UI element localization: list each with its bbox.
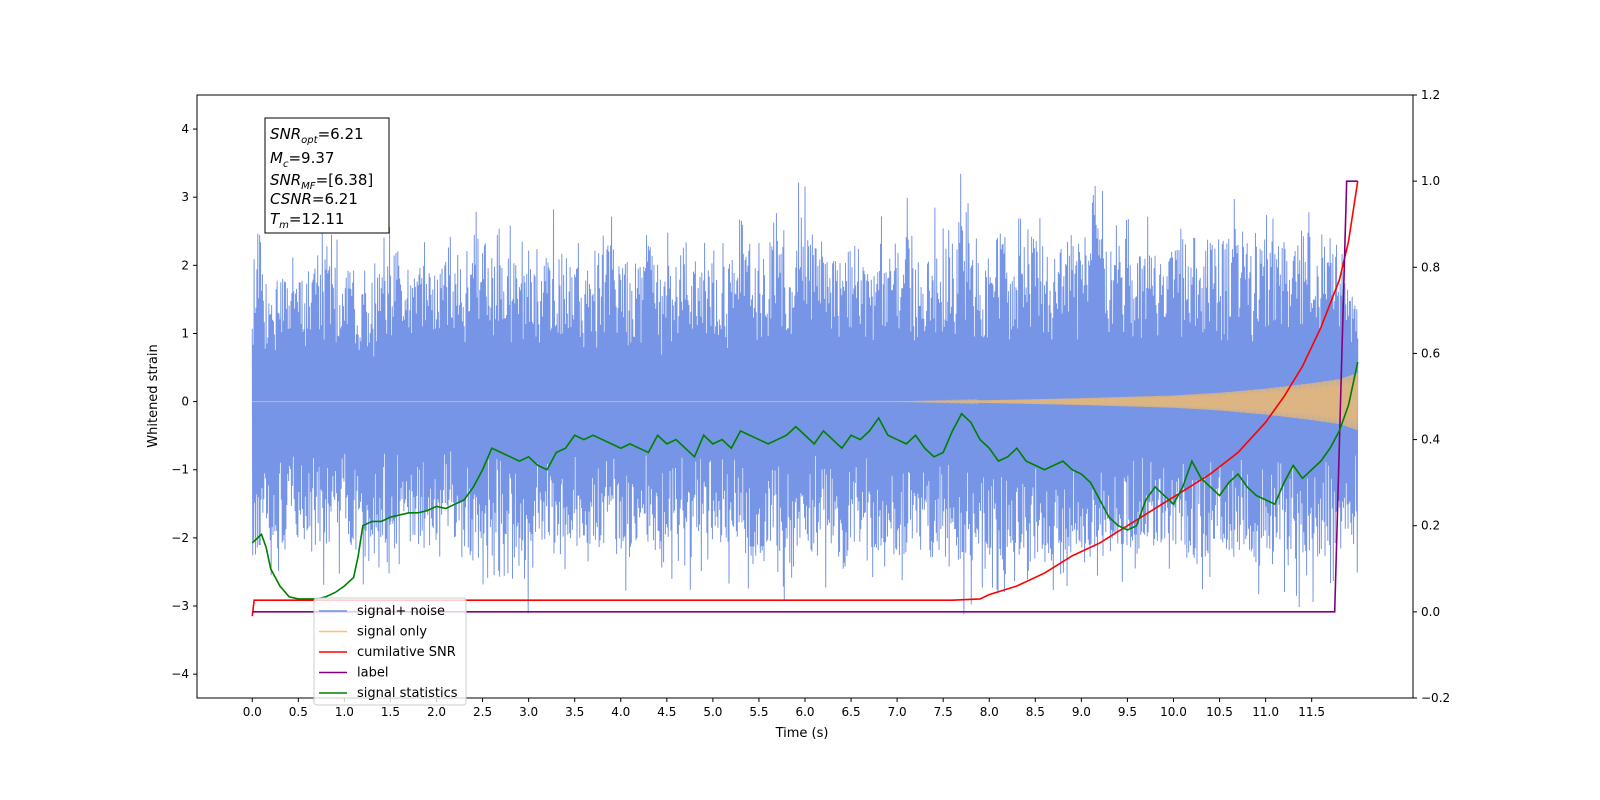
x-tick-label: 5.5 <box>749 705 768 719</box>
x-tick-label: 1.5 <box>381 705 400 719</box>
legend-label: signal+ noise <box>357 604 445 619</box>
y-axis-left: 4 3 2 1 0 −1 −2 −3 −4 <box>171 122 197 681</box>
legend-label: label <box>357 666 388 681</box>
y-axis-label: Whitened strain <box>146 344 161 447</box>
x-tick-label: 0.0 <box>243 705 262 719</box>
legend-frame <box>313 597 467 706</box>
y-tick-label: 0 <box>181 395 189 409</box>
x-tick-label: 7.0 <box>888 705 907 719</box>
x-tick-label: 6.5 <box>842 705 861 719</box>
y-tick-label: 1 <box>181 326 189 340</box>
x-tick-label: 4.0 <box>611 705 630 719</box>
annotation-line: Tm=12.11 <box>270 210 344 231</box>
y2-tick-label: 0.6 <box>1421 346 1440 360</box>
x-tick-label: 10.0 <box>1160 705 1187 719</box>
plot-area <box>251 173 1359 617</box>
series-signal-statistics <box>251 361 1359 600</box>
x-tick-label: 3.0 <box>519 705 538 719</box>
x-tick-label: 1.0 <box>335 705 354 719</box>
y-tick-label: −4 <box>171 667 189 681</box>
series-cumulative-snr <box>251 181 1359 617</box>
annotation-line: SNRMF=[6.38] <box>270 171 373 192</box>
y2-tick-label: 0.8 <box>1421 260 1440 274</box>
x-tick-label: 9.0 <box>1072 705 1091 719</box>
series-signal-only <box>252 372 1359 431</box>
x-tick-label: 2.5 <box>473 705 492 719</box>
y-tick-label: −3 <box>171 599 189 613</box>
y2-tick-label: 1.0 <box>1421 174 1440 188</box>
x-axis: 0.0 0.5 1.0 1.5 2.0 2.5 3.0 3.5 4.0 4.5 5.0 5.5 6.0 6… <box>243 698 1325 719</box>
y2-tick-label: 0.2 <box>1421 519 1440 533</box>
x-tick-label: 10.5 <box>1206 705 1233 719</box>
x-tick-label: 5.0 <box>703 705 722 719</box>
x-tick-label: 9.5 <box>1118 705 1137 719</box>
x-axis-label: Time (s) <box>775 726 829 741</box>
x-tick-label: 6.0 <box>795 705 814 719</box>
y-tick-label: 3 <box>181 190 189 204</box>
legend-label: cumilative SNR <box>357 645 456 660</box>
y2-tick-label: 0.0 <box>1421 605 1440 619</box>
series-signal-noise <box>251 173 1359 615</box>
y-tick-label: −1 <box>171 463 189 477</box>
y-tick-label: 2 <box>181 258 189 272</box>
annotation-line: SNRopt=6.21 <box>270 125 364 146</box>
legend-label: signal only <box>357 625 427 640</box>
x-tick-label: 11.5 <box>1298 705 1325 719</box>
annotation-line: CSNR=6.21 <box>270 190 358 208</box>
y2-tick-label: 1.2 <box>1421 88 1440 102</box>
x-tick-label: 8.5 <box>1026 705 1045 719</box>
annotation-line: Mc=9.37 <box>270 149 334 170</box>
annotation-frame <box>264 117 390 234</box>
series-label <box>252 180 1358 613</box>
y-tick-label: −2 <box>171 531 189 545</box>
legend-label: signal statistics <box>357 686 458 701</box>
x-tick-label: 3.5 <box>565 705 584 719</box>
y2-tick-label: 0.4 <box>1421 433 1440 447</box>
x-tick-label: 4.5 <box>657 705 676 719</box>
y2-tick-label: −0.2 <box>1421 691 1450 705</box>
legend: signal+ noise signal only cumilative SNR la… <box>313 597 467 706</box>
y-tick-label: 4 <box>181 122 189 136</box>
x-tick-label: 11.0 <box>1252 705 1279 719</box>
x-tick-label: 8.0 <box>980 705 999 719</box>
y-axis-right: 1.2 1.0 0.8 0.6 0.4 0.2 0.0 −0.2 <box>1413 88 1450 705</box>
x-tick-label: 2.0 <box>427 705 446 719</box>
x-tick-label: 0.5 <box>289 705 308 719</box>
x-tick-label: 7.5 <box>934 705 953 719</box>
